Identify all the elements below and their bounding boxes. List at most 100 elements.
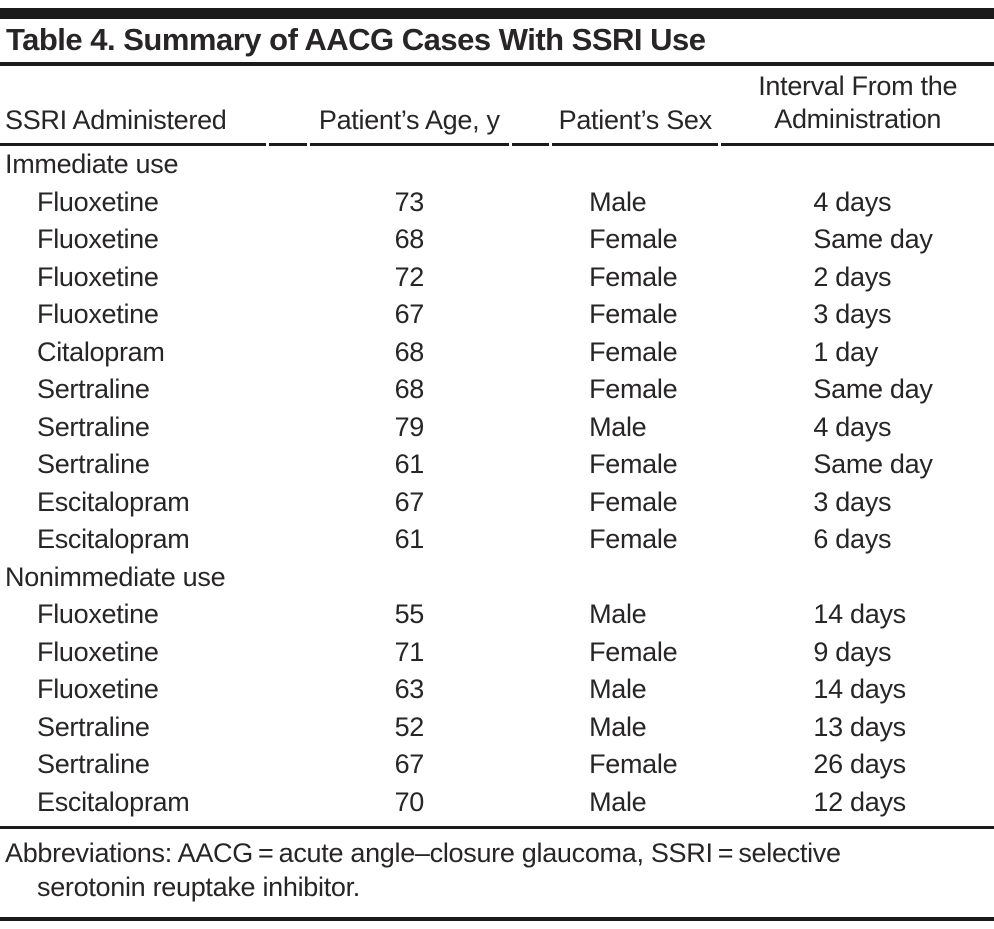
col-header-patient-age: Patient’s Age, y [309, 66, 509, 146]
table-row: Sertraline 52 Male 13 days [0, 709, 994, 747]
table-title: Table 4. Summary of AACG Cases With SSRI… [6, 22, 706, 57]
cell-sex: Female [589, 261, 678, 292]
spacer-cell [512, 784, 549, 822]
table-row: Fluoxetine 73 Male 4 days [0, 184, 994, 222]
cell-age: 72 [394, 261, 425, 292]
table-row: Fluoxetine 67 Female 3 days [0, 296, 994, 334]
cell-interval: 1 day [813, 336, 878, 367]
cell-drug: Sertraline [37, 749, 150, 780]
spacer-cell [512, 746, 549, 784]
header-spacer [268, 66, 307, 146]
spacer-cell [512, 634, 549, 672]
table-row: Escitalopram 67 Female 3 days [0, 484, 994, 522]
cell-age: 71 [394, 636, 425, 667]
cell-age: 79 [394, 411, 425, 442]
spacer-cell [512, 484, 549, 522]
table-row: Fluoxetine 68 Female Same day [0, 221, 994, 259]
cell-sex: Male [589, 786, 647, 817]
cell-sex: Male [589, 674, 647, 705]
cell-interval: 12 days [813, 786, 906, 817]
table-row: Fluoxetine 71 Female 9 days [0, 634, 994, 672]
col-header-patient-sex: Patient’s Sex [552, 66, 719, 146]
cell-sex: Female [589, 749, 678, 780]
section-label: Nonimmediate use [5, 561, 226, 592]
cell-drug: Sertraline [37, 411, 150, 442]
spacer-cell [512, 409, 549, 447]
cell-age: 68 [394, 224, 425, 255]
abbreviations-line-2: serotonin reuptake inhibitor. [37, 872, 361, 902]
cell-sex: Female [589, 524, 678, 555]
cell-age: 61 [394, 449, 425, 480]
cell-sex: Female [589, 299, 678, 330]
cell-drug: Sertraline [37, 374, 150, 405]
cell-interval: 14 days [813, 599, 906, 630]
cell-sex: Female [589, 449, 678, 480]
top-rule [0, 8, 994, 19]
cell-sex: Male [589, 711, 647, 742]
cell-drug: Escitalopram [37, 524, 190, 555]
table-row: Sertraline 79 Male 4 days [0, 409, 994, 447]
aacg-ssri-table: SSRI Administered Patient’s Age, y Patie… [0, 66, 994, 821]
cell-sex: Female [589, 224, 678, 255]
cell-sex: Female [589, 374, 678, 405]
cell-drug: Fluoxetine [37, 299, 159, 330]
cell-interval: 13 days [813, 711, 906, 742]
table-row: Escitalopram 61 Female 6 days [0, 521, 994, 559]
bottom-rule [0, 917, 994, 921]
cell-interval: 14 days [813, 674, 906, 705]
table-row: Fluoxetine 63 Male 14 days [0, 671, 994, 709]
cell-interval: 4 days [813, 411, 892, 442]
cell-age: 68 [394, 374, 425, 405]
cell-interval: Same day [813, 224, 933, 255]
cell-drug: Fluoxetine [37, 599, 159, 630]
table-row: Escitalopram 70 Male 12 days [0, 784, 994, 822]
table-row: Fluoxetine 72 Female 2 days [0, 259, 994, 297]
cell-interval: 2 days [813, 261, 892, 292]
cell-age: 67 [394, 749, 425, 780]
cell-sex: Female [589, 486, 678, 517]
spacer-cell [512, 671, 549, 709]
cell-interval: 3 days [813, 299, 892, 330]
cell-age: 68 [394, 336, 425, 367]
table-row: Sertraline 61 Female Same day [0, 446, 994, 484]
cell-age: 73 [394, 186, 425, 217]
cell-age: 63 [394, 674, 425, 705]
section-row-immediate-use: Immediate use [0, 146, 994, 184]
abbreviations-line-1: Abbreviations: AACG = acute angle–closur… [5, 838, 841, 868]
cell-sex: Female [589, 336, 678, 367]
spacer-cell [512, 446, 549, 484]
cell-drug: Escitalopram [37, 486, 190, 517]
header-spacer [512, 66, 550, 146]
cell-drug: Fluoxetine [37, 636, 159, 667]
spacer-cell [512, 296, 549, 334]
cell-sex: Female [589, 636, 678, 667]
cell-age: 52 [394, 711, 425, 742]
section-label: Immediate use [5, 149, 179, 180]
cell-drug: Fluoxetine [37, 186, 159, 217]
cell-age: 55 [394, 599, 425, 630]
cell-age: 67 [394, 299, 425, 330]
spacer-cell [512, 334, 549, 372]
table-row: Fluoxetine 55 Male 14 days [0, 596, 994, 634]
spacer-cell [512, 371, 549, 409]
spacer-cell [512, 709, 549, 747]
cell-sex: Male [589, 411, 647, 442]
col-header-interval: Interval From the Administration [721, 66, 994, 146]
footnote-rule [0, 826, 994, 829]
cell-drug: Escitalopram [37, 786, 190, 817]
cell-interval: 9 days [813, 636, 892, 667]
table-row: Sertraline 68 Female Same day [0, 371, 994, 409]
table-row: Sertraline 67 Female 26 days [0, 746, 994, 784]
spacer-cell [512, 596, 549, 634]
cell-interval: 6 days [813, 524, 892, 555]
spacer-cell [512, 184, 549, 222]
cell-drug: Sertraline [37, 711, 150, 742]
cell-drug: Fluoxetine [37, 674, 159, 705]
abbreviations-note: Abbreviations: AACG = acute angle–closur… [0, 829, 994, 909]
cell-interval: 3 days [813, 486, 892, 517]
cell-sex: Male [589, 186, 647, 217]
cell-drug: Fluoxetine [37, 224, 159, 255]
cell-interval: 26 days [813, 749, 906, 780]
cell-interval: Same day [813, 374, 933, 405]
